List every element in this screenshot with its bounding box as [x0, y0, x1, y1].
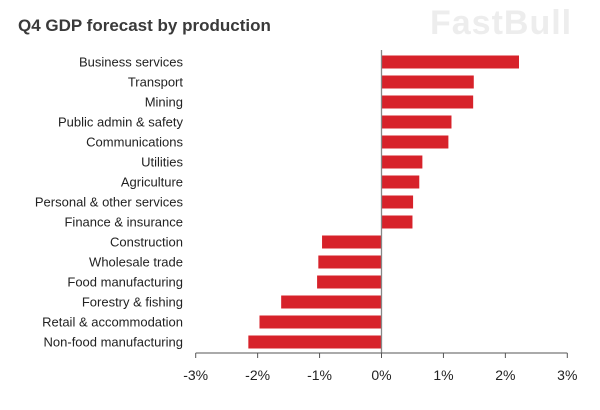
category-label: Wholesale trade — [89, 255, 183, 270]
category-label: Agriculture — [121, 175, 183, 190]
bar — [381, 55, 519, 69]
bar — [322, 235, 382, 249]
category-label: Forestry & fishing — [82, 295, 183, 310]
category-label: Personal & other services — [35, 195, 184, 210]
category-label: Retail & accommodation — [42, 315, 183, 330]
category-label: Business services — [79, 55, 184, 70]
bar — [381, 215, 413, 229]
x-tick-label: -1% — [307, 367, 332, 383]
bar — [381, 75, 474, 89]
watermark-logo: FastBull — [430, 4, 573, 42]
category-label: Mining — [145, 95, 183, 110]
category-label: Construction — [110, 235, 183, 250]
bar — [381, 175, 420, 189]
bar — [381, 195, 414, 209]
category-label: Transport — [128, 75, 184, 90]
x-tick-label: -3% — [183, 367, 208, 383]
bar — [248, 335, 382, 349]
x-tick-label: -2% — [245, 367, 270, 383]
bar — [381, 115, 452, 129]
x-tick-label: 2% — [495, 367, 515, 383]
category-label: Non-food manufacturing — [44, 335, 183, 350]
category-label: Food manufacturing — [67, 275, 183, 290]
bar — [281, 295, 382, 309]
bar — [259, 315, 382, 329]
x-tick-label: 1% — [433, 367, 453, 383]
bar — [381, 135, 449, 149]
bar — [317, 275, 382, 289]
bar — [381, 95, 474, 109]
bar — [381, 155, 423, 169]
category-label: Finance & insurance — [64, 215, 183, 230]
category-label: Communications — [86, 135, 183, 150]
x-tick-label: 3% — [557, 367, 577, 383]
category-label: Utilities — [141, 155, 183, 170]
category-label: Public admin & safety — [58, 115, 184, 130]
x-tick-label: 0% — [371, 367, 391, 383]
chart-title: Q4 GDP forecast by production — [18, 16, 271, 35]
bar — [318, 255, 382, 269]
